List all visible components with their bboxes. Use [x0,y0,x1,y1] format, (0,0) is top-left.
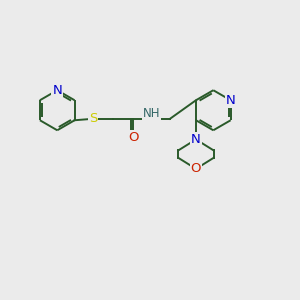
Text: NH: NH [143,107,160,120]
Text: N: N [52,84,62,97]
Text: O: O [128,131,139,144]
Text: O: O [191,162,201,175]
Text: S: S [89,112,97,125]
Text: N: N [226,94,236,107]
Text: N: N [191,133,201,146]
